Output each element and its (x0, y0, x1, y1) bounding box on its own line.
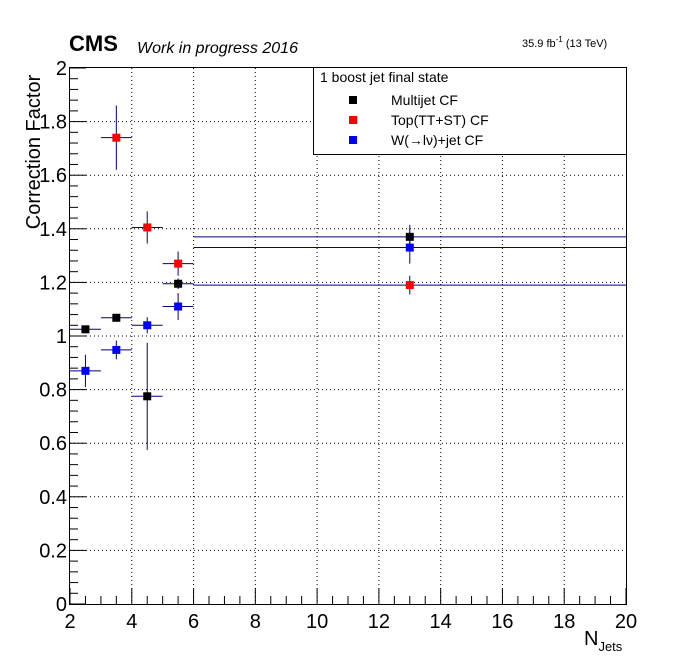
x-tick-label: 2 (64, 611, 75, 633)
x-axis-title-main: N (584, 628, 598, 650)
data-point (174, 279, 183, 288)
data-point (174, 302, 183, 311)
experiment-label: CMS (69, 31, 118, 56)
legend-label: W(→lν)+jet CF (391, 132, 483, 148)
y-tick-label: 1 (56, 326, 67, 348)
x-tick-label: 12 (368, 611, 390, 633)
data-point (174, 259, 183, 268)
x-tick-label: 8 (250, 611, 261, 633)
y-tick-label: 2 (56, 58, 67, 80)
y-tick-label: 0.4 (39, 487, 67, 509)
data-point (143, 392, 152, 401)
series-w-l-jet-cf (70, 231, 626, 387)
data-point (112, 345, 121, 354)
legend-marker (349, 116, 357, 124)
y-tick-label: 1.8 (39, 112, 67, 134)
y-axis-title: Correction Factor (23, 74, 45, 229)
x-tick-label: 10 (306, 611, 328, 633)
data-layer (70, 105, 626, 450)
data-point (112, 313, 121, 322)
data-point (405, 281, 414, 290)
legend-title: 1 boost jet final state (320, 69, 449, 85)
x-tick-label: 14 (430, 611, 452, 633)
legend-label: Multijet CF (391, 92, 458, 108)
lumi-value: 35.9 fb (522, 38, 556, 50)
y-tick-label: 0.6 (39, 433, 67, 455)
y-tick-label: 0 (56, 594, 67, 616)
series-top-tt-st-cf (100, 105, 626, 295)
x-tick-label: 4 (126, 611, 137, 633)
x-tick-label: 16 (491, 611, 513, 633)
data-point (143, 223, 152, 232)
status-label: Work in progress 2016 (137, 40, 298, 57)
x-tick-label: 18 (553, 611, 575, 633)
grid (70, 68, 626, 604)
x-tick-label: 20 (615, 611, 637, 633)
legend-marker (349, 136, 357, 144)
y-tick-label: 1.4 (39, 219, 67, 241)
data-point (405, 243, 414, 252)
x-axis-title-sub: Jets (598, 639, 622, 654)
data-point (112, 133, 121, 142)
tick-labels: 2 4 6 8 10 12 14 16 18 20 0 0.2 0.4 0.6 0.8 1 1.2 1.4 1.6 1… (39, 58, 637, 633)
legend-marker (349, 96, 357, 104)
legend: 1 boost jet final state Multijet CF Top(T… (313, 67, 627, 155)
y-tick-label: 0.8 (39, 380, 67, 402)
x-tick-label: 6 (188, 611, 199, 633)
y-tick-label: 1.2 (39, 272, 67, 294)
x-axis-title: NJets (584, 628, 623, 654)
data-point (81, 366, 90, 375)
lumi-exponent: -1 (556, 35, 564, 44)
y-tick-label: 1.6 (39, 165, 67, 187)
legend-label: Top(TT+ST) CF (391, 112, 489, 128)
data-point (143, 321, 152, 330)
axis-ticks (69, 67, 627, 605)
legend-entries: Multijet CF Top(TT+ST) CF W(→lν)+jet CF (349, 92, 489, 148)
lumi-label: 35.9 fb-1 (13 TeV) (522, 35, 607, 50)
series-multijet-cf (70, 224, 626, 450)
data-point (81, 325, 90, 334)
y-tick-label: 0.2 (39, 540, 67, 562)
lumi-energy: (13 TeV) (563, 38, 607, 50)
legend-box (313, 67, 627, 155)
